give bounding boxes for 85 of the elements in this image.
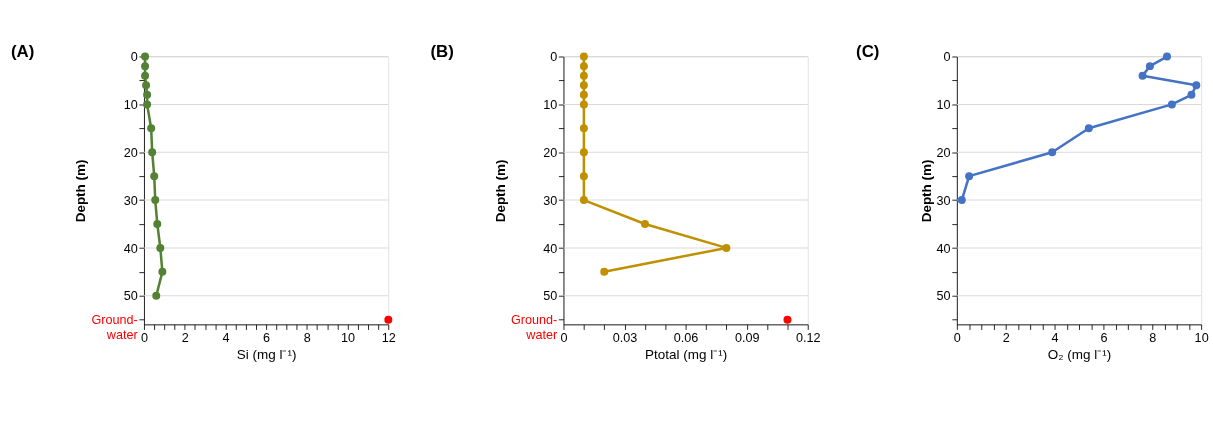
x-tick-label: 2 bbox=[181, 330, 189, 345]
point bbox=[1167, 100, 1176, 109]
point bbox=[1138, 71, 1147, 80]
point bbox=[143, 100, 152, 109]
point bbox=[722, 243, 731, 252]
point bbox=[600, 267, 609, 276]
y-tick-label: 0 bbox=[943, 50, 951, 65]
point bbox=[579, 90, 588, 99]
point bbox=[579, 100, 588, 109]
y-tick-label: 40 bbox=[936, 241, 951, 256]
point bbox=[152, 291, 161, 300]
y-axis-title: Depth (m) bbox=[73, 159, 89, 223]
x-tick-label: 6 bbox=[263, 330, 271, 345]
x-tick-label: 0.09 bbox=[734, 330, 760, 345]
point bbox=[579, 124, 588, 133]
y-tick-label: 40 bbox=[543, 241, 558, 256]
point bbox=[579, 62, 588, 71]
y-tick-label: 20 bbox=[936, 145, 951, 160]
point bbox=[150, 172, 159, 181]
y-tick-label: 50 bbox=[543, 289, 558, 304]
point bbox=[147, 124, 156, 133]
point bbox=[141, 71, 150, 80]
x-tick-label: 8 bbox=[1149, 330, 1157, 345]
point bbox=[141, 62, 150, 71]
y-tick-label: 10 bbox=[936, 98, 951, 113]
point bbox=[1187, 90, 1196, 99]
point bbox=[1048, 148, 1057, 157]
point bbox=[579, 172, 588, 181]
point bbox=[957, 196, 966, 205]
x-tick-label: 4 bbox=[1051, 330, 1059, 345]
y-tick-label: 30 bbox=[936, 193, 951, 208]
point bbox=[1163, 52, 1171, 61]
chart-title: (A) bbox=[10, 42, 35, 62]
y-tick-label: 10 bbox=[123, 98, 138, 113]
x-tick-label: 0.12 bbox=[795, 330, 821, 345]
point bbox=[579, 81, 588, 90]
x-tick-label: 6 bbox=[1100, 330, 1108, 345]
point bbox=[640, 219, 649, 228]
x-tick-label: 8 bbox=[303, 330, 311, 345]
point bbox=[153, 219, 162, 228]
y-tick-label: Ground-water bbox=[510, 313, 558, 342]
x-axis-title: O₂ (mg l⁻¹) bbox=[1047, 346, 1112, 362]
point bbox=[1192, 81, 1201, 90]
x-tick-label: 10 bbox=[1194, 330, 1209, 345]
y-tick-label: 20 bbox=[123, 145, 138, 160]
point bbox=[158, 267, 167, 276]
y-tick-label: 10 bbox=[543, 98, 558, 113]
y-tick-label: 50 bbox=[936, 289, 951, 304]
chart-title: (B) bbox=[430, 42, 454, 62]
point bbox=[156, 243, 165, 252]
x-tick-label: 0.03 bbox=[612, 330, 638, 345]
point bbox=[151, 196, 160, 205]
point bbox=[1084, 124, 1093, 133]
y-tick-label: 20 bbox=[543, 145, 558, 160]
x-axis-title: Si (mg l⁻¹) bbox=[236, 346, 297, 362]
chart-title: (C) bbox=[856, 42, 880, 62]
point bbox=[579, 71, 588, 80]
point bbox=[148, 148, 157, 157]
y-tick-label: 40 bbox=[123, 241, 138, 256]
x-tick-label: 0.06 bbox=[673, 330, 699, 345]
y-axis-title: Depth (m) bbox=[492, 159, 508, 223]
x-axis-title: Ptotal (mg l⁻¹) bbox=[645, 346, 728, 362]
point bbox=[579, 52, 588, 61]
y-tick-label: 0 bbox=[130, 50, 138, 65]
x-tick-label: 12 bbox=[381, 330, 396, 345]
x-tick-label: 0 bbox=[140, 330, 148, 345]
y-tick-label: 30 bbox=[543, 193, 558, 208]
point bbox=[142, 81, 151, 90]
y-tick-label: 50 bbox=[123, 289, 138, 304]
y-tick-label: 0 bbox=[550, 50, 558, 65]
y-tick-label: 30 bbox=[123, 193, 138, 208]
point bbox=[579, 148, 588, 157]
point bbox=[783, 315, 792, 324]
point bbox=[965, 172, 974, 181]
x-tick-label: 2 bbox=[1002, 330, 1010, 345]
x-tick-label: 0 bbox=[560, 330, 568, 345]
y-tick-label: Ground-water bbox=[91, 313, 138, 342]
point bbox=[384, 315, 393, 324]
point bbox=[143, 90, 152, 99]
x-tick-label: 4 bbox=[222, 330, 230, 345]
point bbox=[579, 196, 588, 205]
x-tick-label: 10 bbox=[341, 330, 356, 345]
y-axis-title: Depth (m) bbox=[918, 159, 934, 223]
point bbox=[1145, 62, 1154, 71]
x-tick-label: 0 bbox=[953, 330, 961, 345]
